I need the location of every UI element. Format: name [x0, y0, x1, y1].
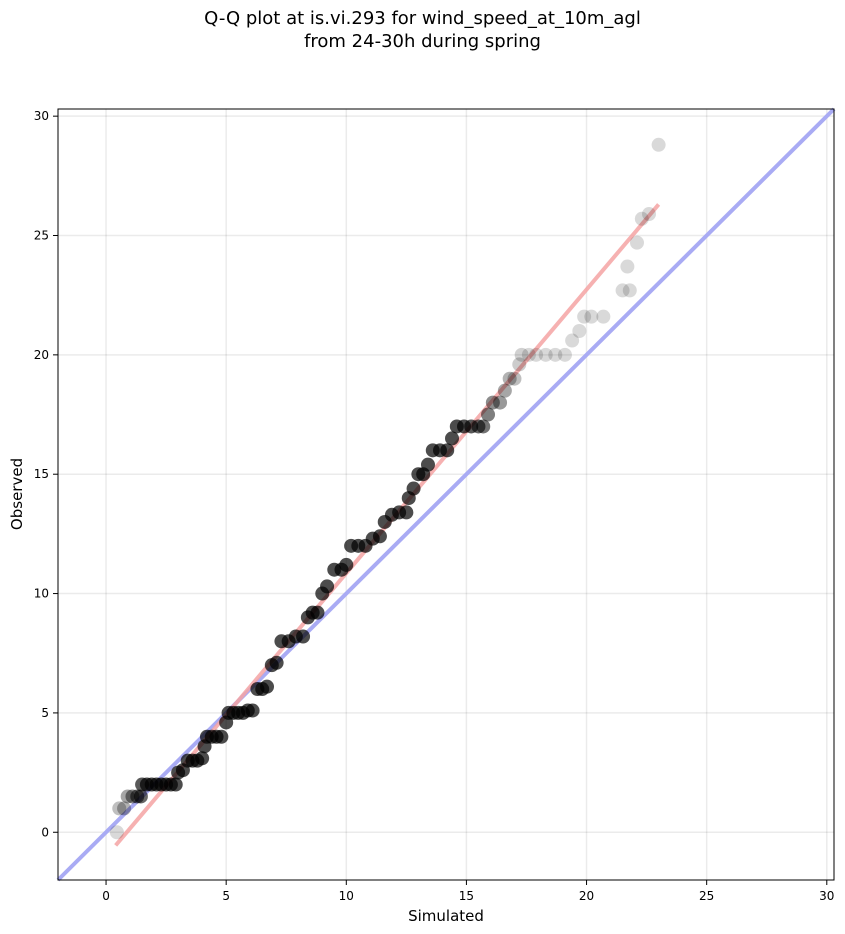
grid-lines	[58, 109, 834, 880]
quantile-point	[565, 333, 580, 348]
x-tick-label: 20	[579, 889, 594, 903]
quantile-point	[485, 395, 500, 410]
quantile-point	[481, 407, 496, 422]
y-tick-label: 20	[34, 348, 49, 362]
chart-title: Q-Q plot at is.vi.293 for wind_speed_at_…	[204, 8, 641, 29]
quantile-points	[109, 137, 666, 840]
quantile-point	[502, 371, 517, 386]
quantile-point	[310, 605, 325, 620]
quantile-point	[420, 457, 435, 472]
x-axis-ticks: 0 5 10 15 20 25 30	[102, 880, 834, 903]
quantile-point	[584, 309, 599, 324]
quantile-point	[572, 323, 587, 338]
quantile-point	[622, 283, 637, 298]
x-tick-label: 10	[339, 889, 354, 903]
quantile-point	[214, 729, 229, 744]
quantile-point	[296, 629, 311, 644]
reference-lines	[56, 107, 836, 882]
quantile-point	[512, 357, 527, 372]
quantile-point	[372, 529, 387, 544]
x-tick-label: 5	[222, 889, 230, 903]
quantile-point	[629, 235, 644, 250]
quantile-point	[260, 679, 275, 694]
quantile-point	[651, 137, 666, 152]
x-axis-label: Simulated	[408, 907, 484, 925]
quantile-point	[120, 789, 135, 804]
quantile-point	[112, 801, 127, 816]
quantile-point	[245, 703, 260, 718]
quantile-point	[577, 309, 592, 324]
quantile-point	[620, 259, 635, 274]
quantile-point	[514, 347, 529, 362]
quantile-point	[548, 347, 563, 362]
y-axis-label: Observed	[8, 458, 26, 530]
y-tick-label: 10	[34, 587, 49, 601]
y-tick-label: 25	[34, 229, 49, 243]
quantile-point	[339, 557, 354, 572]
quantile-point	[557, 347, 572, 362]
quantile-point	[406, 481, 421, 496]
quantile-point	[445, 431, 460, 446]
quantile-point	[615, 283, 630, 298]
quantile-point	[634, 211, 649, 226]
quantile-point	[117, 801, 132, 816]
y-tick-label: 30	[34, 109, 49, 123]
y-axis-ticks: 0 5 10 15 20 25 30	[34, 109, 58, 839]
x-tick-label: 15	[459, 889, 474, 903]
quantile-point	[320, 579, 335, 594]
y-tick-label: 15	[34, 467, 49, 481]
x-tick-label: 30	[819, 889, 834, 903]
x-tick-label: 0	[102, 889, 110, 903]
plot-frame	[57, 108, 835, 881]
quantile-point	[493, 395, 508, 410]
y-tick-label: 0	[41, 825, 49, 839]
quantile-point	[476, 419, 491, 434]
quantile-point	[109, 825, 124, 840]
quantile-point	[133, 789, 148, 804]
identity-line	[56, 107, 836, 882]
quantile-point	[596, 309, 611, 324]
chart-subtitle: from 24-30h during spring	[304, 31, 541, 52]
quantile-point	[507, 371, 522, 386]
quantile-point	[269, 655, 284, 670]
quantile-point	[497, 383, 512, 398]
quantile-point	[521, 347, 536, 362]
quantile-point	[168, 777, 183, 792]
quantile-point	[529, 347, 544, 362]
x-tick-label: 25	[699, 889, 714, 903]
quantile-point	[642, 207, 657, 222]
quantile-point	[440, 443, 455, 458]
quantile-point	[195, 751, 210, 766]
y-tick-label: 5	[41, 706, 49, 720]
quantile-point	[538, 347, 553, 362]
quantile-point	[399, 505, 414, 520]
